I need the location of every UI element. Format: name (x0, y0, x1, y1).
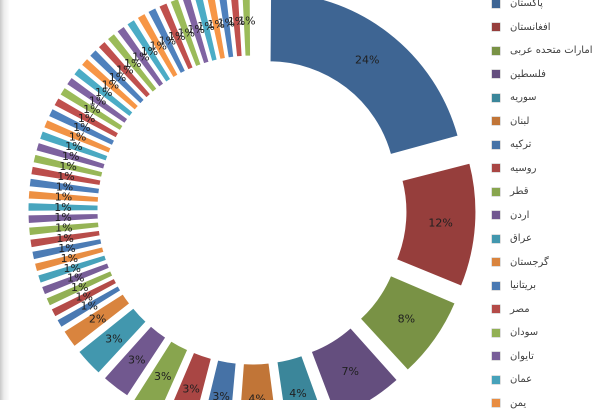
legend-swatch (492, 282, 500, 290)
legend-label: یمن (510, 398, 526, 409)
legend: پاکستان افغانستان امارات متحده عربی فلسطین س… (492, 0, 600, 402)
data-label-1: 24% (355, 54, 379, 67)
data-label-10: 3% (128, 353, 145, 366)
legend-label: قطر (510, 186, 529, 197)
legend-swatch (492, 141, 500, 149)
legend-item: سودان (492, 321, 600, 345)
legend-item: افغانستان (492, 16, 600, 40)
legend-swatch (492, 70, 500, 78)
data-label-11: 3% (105, 333, 122, 346)
legend-item: مصر (492, 298, 600, 322)
legend-item: سوریه (492, 86, 600, 110)
legend-swatch (492, 211, 500, 219)
data-label-51: 1% (238, 15, 255, 28)
legend-swatch (492, 23, 500, 31)
legend-item: عراق (492, 227, 600, 251)
legend-item: عمان (492, 368, 600, 392)
legend-swatch (492, 188, 500, 196)
legend-label: مصر (510, 304, 530, 315)
legend-item: ترکیه (492, 133, 600, 157)
legend-label: روسیه (510, 163, 536, 174)
legend-swatch (492, 399, 500, 407)
legend-label: گرجستان (510, 257, 549, 268)
data-label-6: 4% (248, 392, 265, 400)
legend-item: اردن (492, 204, 600, 228)
legend-label: تایوان (510, 351, 534, 362)
legend-label: سودان (510, 327, 538, 338)
data-label-5: 4% (289, 387, 306, 400)
legend-swatch (492, 164, 500, 172)
doughnut-slices (28, 0, 476, 400)
legend-item: قطر (492, 180, 600, 204)
data-label-7: 3% (212, 390, 229, 400)
legend-swatch (492, 235, 500, 243)
legend-label: امارات متحده عربی (510, 45, 592, 56)
data-label-3: 8% (398, 312, 415, 325)
data-label-4: 7% (341, 365, 358, 378)
legend-item: امارات متحده عربی (492, 39, 600, 63)
legend-label: افغانستان (510, 22, 551, 33)
legend-label: عراق (510, 233, 532, 244)
data-label-2: 12% (428, 216, 452, 229)
legend-swatch (492, 305, 500, 313)
data-label-8: 3% (182, 382, 199, 395)
legend-label: عمان (510, 374, 532, 385)
legend-label: بریتانیا (510, 280, 536, 291)
legend-item: گرجستان (492, 251, 600, 275)
legend-swatch (492, 352, 500, 360)
legend-swatch (492, 47, 500, 55)
legend-swatch (492, 117, 500, 125)
legend-label: پاکستان (510, 0, 543, 9)
legend-label: لبنان (510, 116, 529, 127)
legend-item: روسیه (492, 157, 600, 181)
legend-item: بریتانیا (492, 274, 600, 298)
legend-item: یمن (492, 392, 600, 415)
legend-item: لبنان (492, 110, 600, 134)
data-label-9: 3% (154, 370, 171, 383)
legend-swatch (492, 258, 500, 266)
legend-item: تایوان (492, 345, 600, 369)
legend-label: ترکیه (510, 139, 531, 150)
legend-swatch (492, 329, 500, 337)
data-label-12: 2% (89, 312, 106, 325)
slice-1 (270, 0, 458, 155)
legend-item: فلسطین (492, 63, 600, 87)
legend-swatch (492, 376, 500, 384)
legend-swatch (492, 94, 500, 102)
legend-item: پاکستان (492, 0, 600, 16)
legend-label: اردن (510, 210, 529, 221)
legend-swatch (492, 0, 500, 8)
legend-label: سوریه (510, 92, 537, 103)
legend-label: فلسطین (510, 69, 546, 80)
